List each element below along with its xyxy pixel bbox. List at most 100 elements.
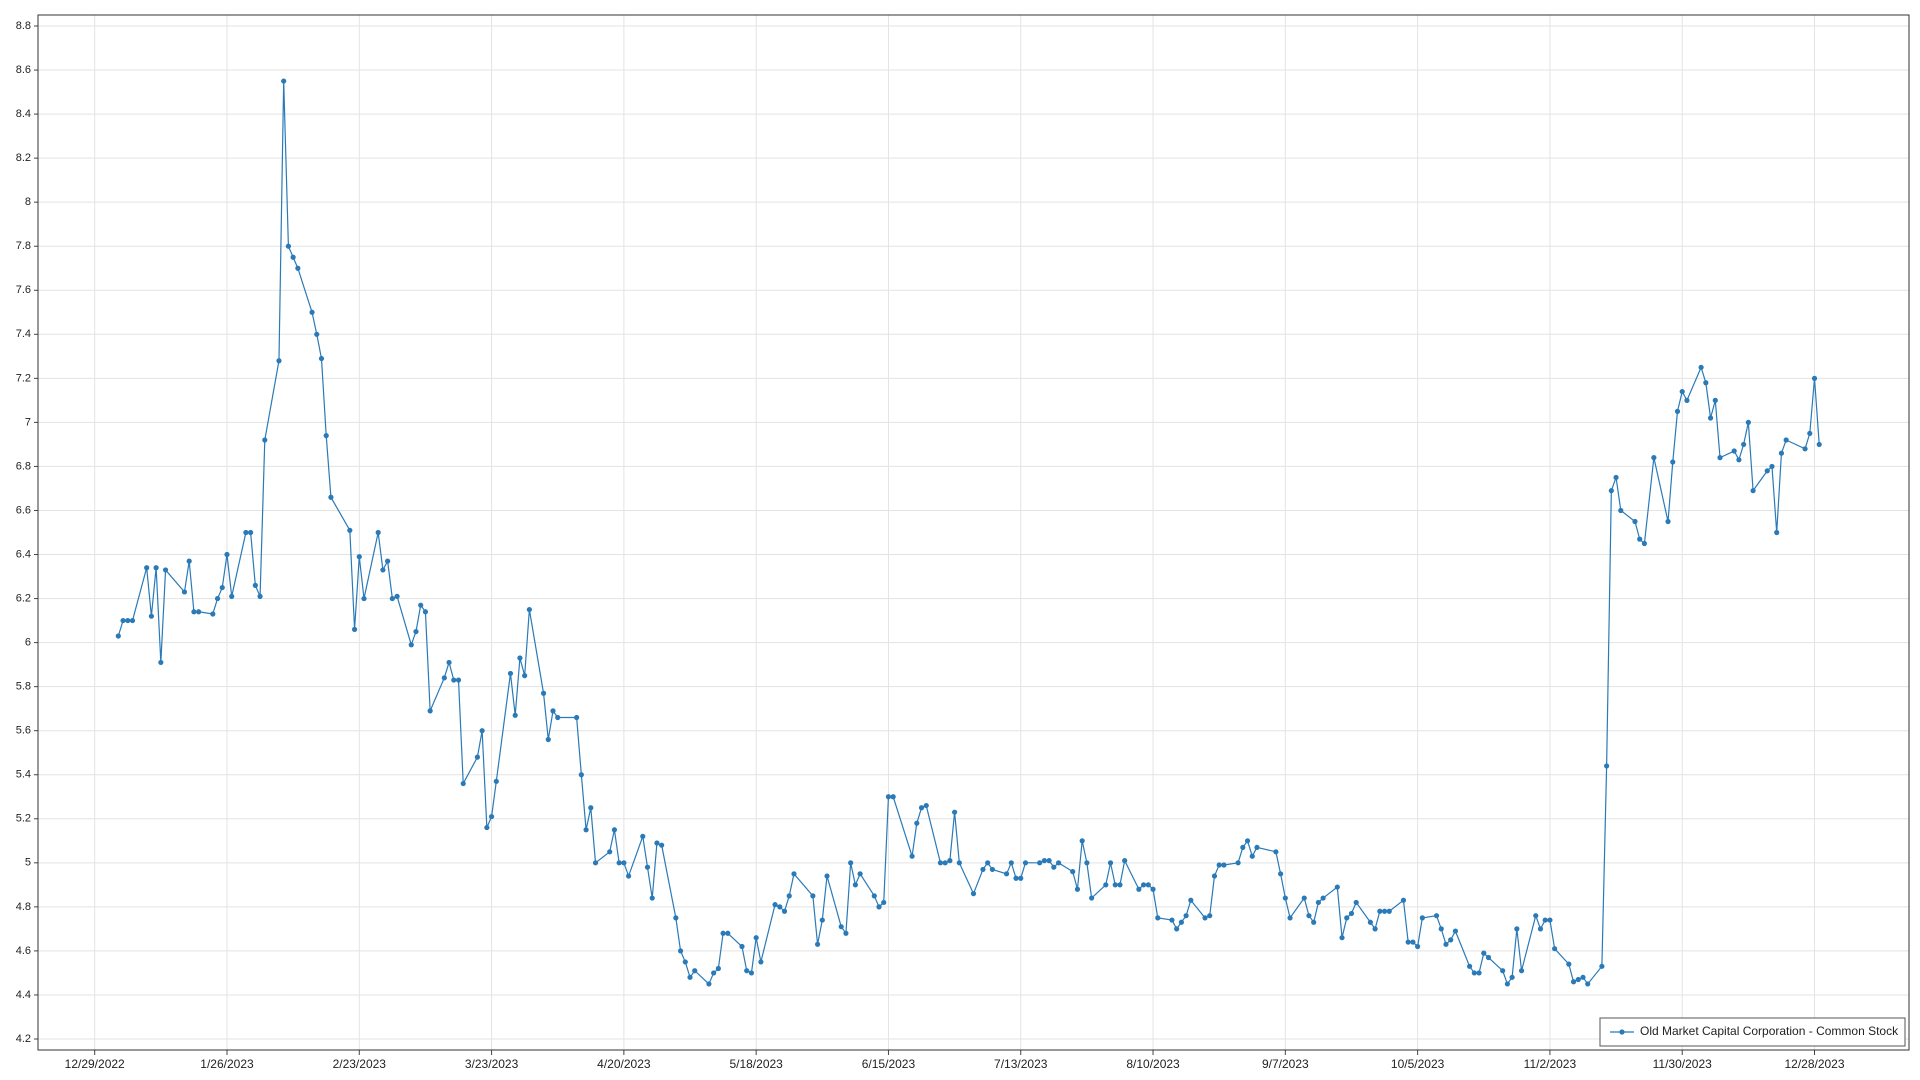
data-point bbox=[725, 930, 731, 936]
data-point bbox=[1778, 450, 1785, 456]
data-point bbox=[1311, 919, 1317, 925]
data-point bbox=[1211, 873, 1218, 879]
data-point bbox=[375, 529, 381, 536]
data-point bbox=[1400, 897, 1407, 903]
data-point bbox=[1684, 397, 1690, 403]
data-point bbox=[574, 714, 580, 721]
data-point bbox=[1155, 915, 1161, 921]
data-point bbox=[1169, 917, 1175, 923]
data-point bbox=[1051, 864, 1057, 870]
y-tick-label: 6.2 bbox=[16, 592, 31, 604]
data-point bbox=[1207, 913, 1213, 919]
data-point bbox=[474, 754, 481, 760]
y-tick-label: 6.4 bbox=[16, 548, 31, 560]
data-point bbox=[1552, 946, 1558, 952]
data-point bbox=[1320, 895, 1326, 901]
data-point bbox=[488, 813, 495, 820]
data-point bbox=[1651, 455, 1657, 461]
data-point bbox=[1537, 926, 1544, 932]
data-point bbox=[1240, 844, 1246, 851]
data-point bbox=[1287, 915, 1293, 921]
data-point bbox=[545, 736, 551, 743]
data-point bbox=[1802, 446, 1808, 452]
data-point bbox=[640, 833, 646, 839]
data-point bbox=[819, 917, 825, 923]
data-point bbox=[1249, 853, 1255, 859]
data-point bbox=[484, 824, 490, 831]
data-point bbox=[1348, 910, 1355, 917]
data-point bbox=[1339, 935, 1345, 941]
x-tick-label: 12/28/2023 bbox=[1784, 1057, 1844, 1071]
data-point bbox=[158, 659, 164, 666]
data-point bbox=[1419, 915, 1425, 921]
data-point bbox=[649, 895, 655, 901]
data-point bbox=[493, 778, 499, 784]
data-point bbox=[361, 595, 367, 602]
data-point bbox=[314, 331, 320, 337]
data-point bbox=[1637, 536, 1643, 542]
data-point bbox=[1315, 899, 1322, 906]
data-point bbox=[1084, 860, 1090, 866]
data-point bbox=[1736, 457, 1742, 463]
data-point bbox=[248, 529, 254, 536]
data-point bbox=[1807, 430, 1813, 437]
data-point bbox=[1670, 459, 1676, 465]
data-point bbox=[682, 959, 688, 965]
y-tick-label: 5 bbox=[25, 857, 31, 869]
y-tick-label: 5.6 bbox=[16, 725, 31, 737]
data-point bbox=[243, 529, 249, 536]
data-point bbox=[1769, 463, 1775, 470]
data-point bbox=[1533, 913, 1539, 919]
data-point bbox=[1448, 937, 1454, 943]
data-point bbox=[1585, 981, 1591, 987]
series-line bbox=[117, 81, 1820, 986]
data-point bbox=[1013, 875, 1019, 881]
data-point bbox=[1518, 968, 1525, 974]
data-point bbox=[1410, 939, 1416, 945]
data-point bbox=[1731, 448, 1737, 454]
data-point bbox=[1580, 974, 1586, 980]
data-point bbox=[162, 567, 169, 573]
data-point bbox=[583, 827, 589, 833]
y-tick-label: 8.4 bbox=[16, 108, 31, 120]
data-point bbox=[715, 965, 721, 972]
data-point bbox=[1542, 917, 1548, 923]
data-point bbox=[1764, 468, 1770, 474]
data-point bbox=[1509, 974, 1515, 980]
y-tick-label: 8.6 bbox=[16, 64, 31, 76]
data-point bbox=[644, 864, 651, 870]
data-point bbox=[1103, 882, 1109, 888]
data-point bbox=[1112, 882, 1118, 888]
data-point bbox=[1774, 529, 1780, 536]
data-point bbox=[1547, 917, 1553, 923]
data-point bbox=[1037, 860, 1043, 866]
data-point bbox=[611, 827, 618, 833]
data-point bbox=[848, 860, 854, 866]
data-point bbox=[1117, 882, 1123, 888]
data-point bbox=[607, 849, 613, 855]
data-point bbox=[1377, 908, 1383, 914]
data-point bbox=[942, 860, 948, 866]
data-point bbox=[446, 659, 452, 666]
data-point bbox=[318, 355, 325, 362]
data-point bbox=[1344, 915, 1350, 921]
data-point bbox=[838, 924, 844, 930]
legend-marker bbox=[1619, 1029, 1625, 1035]
data-point bbox=[616, 860, 622, 866]
data-point bbox=[1750, 488, 1756, 494]
data-point bbox=[753, 935, 759, 941]
data-point bbox=[1003, 871, 1010, 877]
data-point bbox=[1136, 886, 1142, 892]
data-point bbox=[1089, 895, 1095, 901]
data-point bbox=[1481, 950, 1487, 956]
data-point bbox=[285, 243, 292, 249]
y-tick-label: 8 bbox=[25, 196, 31, 208]
data-point bbox=[1632, 518, 1638, 525]
data-point bbox=[1055, 860, 1062, 866]
data-point bbox=[1353, 899, 1359, 906]
y-tick-label: 5.8 bbox=[16, 681, 31, 693]
data-point bbox=[711, 970, 717, 976]
data-point bbox=[881, 899, 887, 906]
